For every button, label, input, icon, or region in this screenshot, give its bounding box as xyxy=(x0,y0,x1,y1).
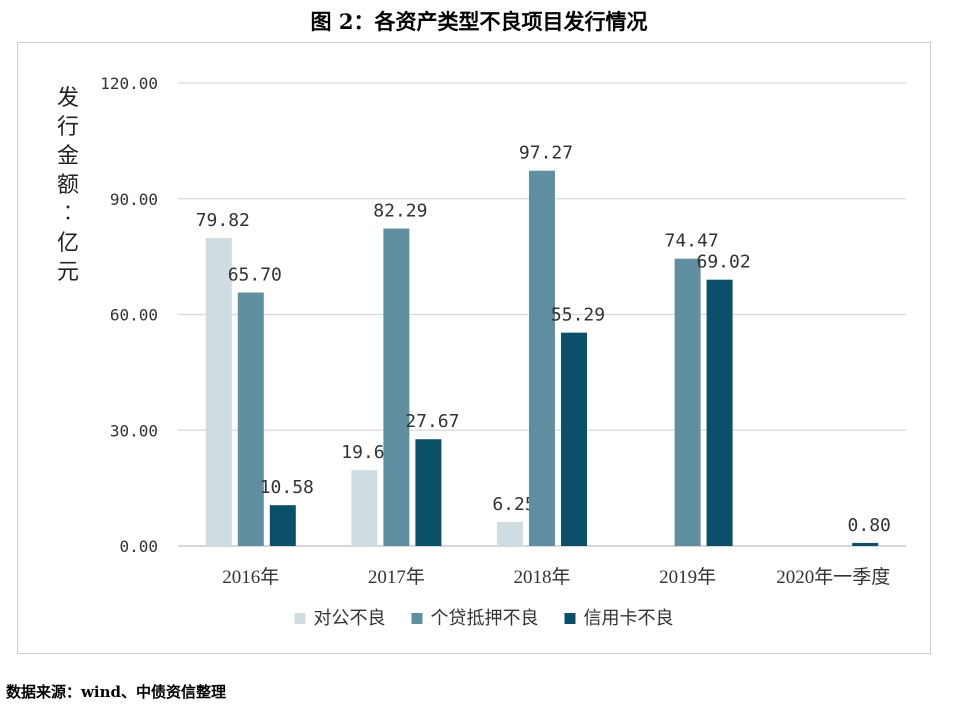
data-label: 74.47 xyxy=(665,231,719,252)
y-tick-label: 30.00 xyxy=(110,421,158,440)
x-category-label: 2020年一季度 xyxy=(776,566,890,588)
bar xyxy=(351,470,378,546)
data-label: 10.58 xyxy=(260,477,314,498)
bar xyxy=(237,292,264,546)
bar xyxy=(674,258,701,546)
legend-swatch xyxy=(411,613,423,624)
x-category-label: 2019年 xyxy=(659,566,716,588)
y-axis-title-char: 金 xyxy=(57,144,79,169)
y-axis-title-char: 亿 xyxy=(57,231,79,256)
x-category-label: 2017年 xyxy=(368,566,425,588)
legend-label: 信用卡不良 xyxy=(584,608,674,629)
legend-label: 个贷抵押不良 xyxy=(431,608,539,629)
legend-label: 对公不良 xyxy=(314,608,386,629)
y-axis-title-char: ︰ xyxy=(57,202,79,227)
data-label: 97.27 xyxy=(519,143,573,164)
data-label: 19.65 xyxy=(341,442,395,463)
y-axis-title-char: 额 xyxy=(57,173,79,198)
data-label: 0.80 xyxy=(848,515,891,536)
x-category-label: 2018年 xyxy=(513,566,570,588)
y-tick-label: 90.00 xyxy=(110,190,158,209)
data-label: 69.02 xyxy=(697,252,751,273)
x-category-label: 2016年 xyxy=(222,566,279,588)
bar xyxy=(561,332,587,546)
data-label: 79.82 xyxy=(196,210,250,231)
legend-swatch xyxy=(564,613,576,624)
y-axis-title-char: 元 xyxy=(57,260,79,285)
bar xyxy=(852,542,879,546)
data-label: 82.29 xyxy=(373,200,427,221)
bar xyxy=(497,521,523,546)
data-label: 55.29 xyxy=(551,305,605,326)
data-label: 6.25 xyxy=(492,494,535,515)
y-tick-label: 60.00 xyxy=(110,306,158,325)
data-label: 65.70 xyxy=(228,265,282,286)
y-axis-title-char: 发 xyxy=(57,86,79,111)
bar xyxy=(269,505,296,546)
chart-title: 图 2：各资产类型不良项目发行情况 xyxy=(310,9,648,34)
bar xyxy=(529,170,555,546)
bar xyxy=(706,279,733,546)
legend-swatch xyxy=(294,613,306,624)
y-axis-title-char: 行 xyxy=(57,115,79,140)
data-label: 27.67 xyxy=(405,411,459,432)
bar xyxy=(383,228,410,547)
y-tick-label: 120.00 xyxy=(100,74,158,93)
bar xyxy=(205,238,232,546)
chart-frame: 0.00 30.00 60.00 90.00 120.00 发行金额 ︰ 亿元 2016年 79.… xyxy=(17,42,931,654)
bar xyxy=(415,439,442,546)
y-tick-label: 0.00 xyxy=(119,537,158,556)
source-note: 数据来源：wind、中债资信整理 xyxy=(6,683,227,701)
